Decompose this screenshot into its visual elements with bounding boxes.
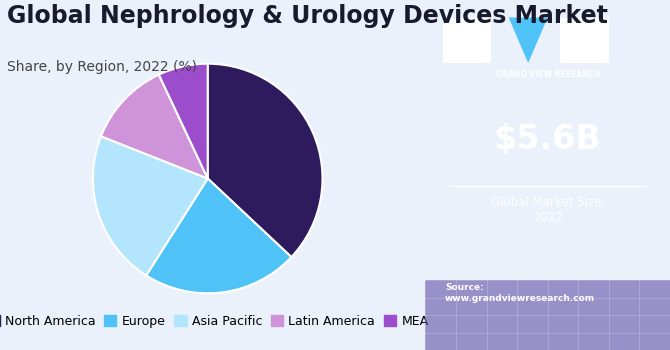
- Text: Global Market Size,
2022: Global Market Size, 2022: [490, 196, 605, 224]
- Polygon shape: [509, 18, 548, 63]
- Wedge shape: [159, 64, 208, 178]
- Text: Source:
www.grandviewresearch.com: Source: www.grandviewresearch.com: [445, 284, 595, 303]
- FancyBboxPatch shape: [425, 280, 670, 350]
- Text: $5.6B: $5.6B: [494, 124, 602, 156]
- Legend: North America, Europe, Asia Pacific, Latin America, MEA: North America, Europe, Asia Pacific, Lat…: [0, 310, 433, 333]
- Text: Share, by Region, 2022 (%): Share, by Region, 2022 (%): [7, 60, 197, 74]
- Wedge shape: [146, 178, 291, 293]
- Wedge shape: [101, 75, 208, 178]
- FancyBboxPatch shape: [560, 18, 609, 63]
- Text: GRAND VIEW RESEARCH: GRAND VIEW RESEARCH: [496, 70, 600, 79]
- Wedge shape: [208, 64, 322, 257]
- FancyBboxPatch shape: [443, 18, 492, 63]
- Text: Global Nephrology & Urology Devices Market: Global Nephrology & Urology Devices Mark…: [7, 4, 608, 28]
- Wedge shape: [93, 136, 208, 275]
